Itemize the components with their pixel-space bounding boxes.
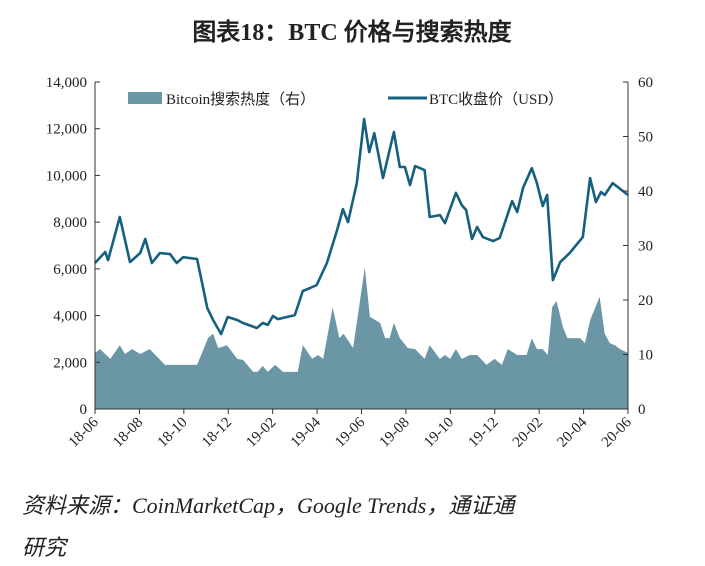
legend-label-search: Bitcoin搜索热度（右） <box>166 91 315 108</box>
x-tick-label: 19-12 <box>466 415 502 451</box>
left-tick-label: 10,000 <box>46 168 87 184</box>
x-tick-label: 19-10 <box>421 415 457 451</box>
x-tick-label: 19-08 <box>377 415 413 451</box>
legend-swatch-search <box>128 92 162 104</box>
btc-price-search-chart: 图表18：BTC 价格与搜索热度 0 2,000 4,000 6,000 8,000 10… <box>46 18 653 451</box>
btc-price-line <box>94 117 629 336</box>
search-interest-area <box>95 267 628 409</box>
left-tick-label: 4,000 <box>53 309 87 325</box>
source-note: 资料来源：CoinMarketCap，Google Trends，通证通 <box>22 493 515 518</box>
source-note-cont: 研究 <box>22 535 67 560</box>
right-tick-label: 10 <box>638 348 653 364</box>
legend-label-price: BTC收盘价（USD） <box>429 90 563 108</box>
x-tick-label: 18-06 <box>66 414 102 450</box>
left-tick-label: 6,000 <box>53 262 87 278</box>
right-tick-label: 60 <box>638 75 653 91</box>
right-tick-label: 0 <box>638 402 646 418</box>
x-tick-label: 18-10 <box>155 415 191 451</box>
x-tick-label: 19-04 <box>288 414 324 450</box>
x-tick-label: 18-12 <box>199 415 235 451</box>
right-tick-label: 40 <box>638 184 653 200</box>
x-tick-label: 19-06 <box>332 414 368 450</box>
legend: Bitcoin搜索热度（右） BTC收盘价（USD） <box>128 90 563 108</box>
right-tick-label: 20 <box>638 293 653 309</box>
x-tick-label: 18-08 <box>110 415 146 451</box>
left-tick-label: 12,000 <box>46 122 87 138</box>
left-tick-label: 0 <box>80 402 88 418</box>
right-tick-label: 50 <box>638 130 653 146</box>
search-area-layer <box>95 267 628 409</box>
x-tick-label: 20-02 <box>510 415 546 451</box>
right-tick-label: 30 <box>638 239 653 255</box>
chart-title: 图表18：BTC 价格与搜索热度 <box>192 18 512 46</box>
x-tick-label: 20-04 <box>554 414 590 450</box>
x-tick-label: 20-06 <box>599 414 635 450</box>
price-line-layer <box>94 117 629 336</box>
left-tick-label: 8,000 <box>53 215 87 231</box>
left-tick-label: 2,000 <box>53 355 87 371</box>
left-tick-label: 14,000 <box>46 75 87 91</box>
x-tick-label: 19-02 <box>243 415 279 451</box>
